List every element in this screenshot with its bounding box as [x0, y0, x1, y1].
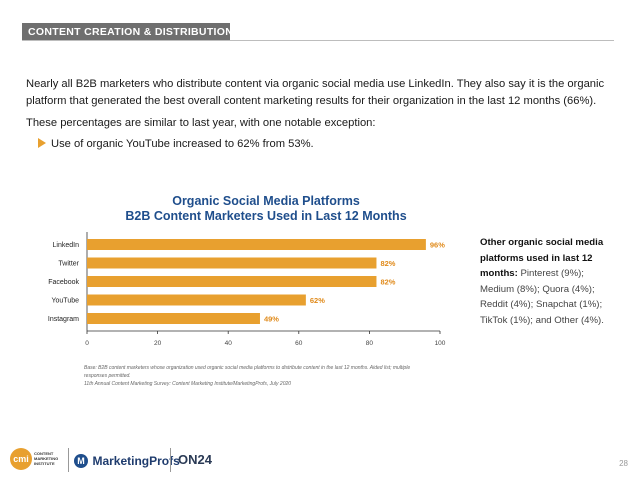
bullet-text: Use of organic YouTube increased to 62% …	[51, 138, 314, 150]
footnote-base: Base: B2B content marketers whose organi…	[84, 365, 411, 379]
logo-divider	[68, 448, 69, 472]
chart-title: Organic Social Media Platforms	[172, 194, 360, 208]
chart-footnote: Base: B2B content marketers whose organi…	[84, 364, 424, 388]
marketingprofs-wordmark: MarketingProfs	[92, 453, 180, 468]
category-label: Instagram	[48, 316, 79, 323]
cmi-wordmark: CONTENT MARKETING INSTITUTE	[34, 451, 59, 466]
exception-paragraph: These percentages are similar to last ye…	[26, 117, 376, 129]
marketingprofs-logo: M MarketingProfs	[74, 452, 180, 470]
chart-subtitle: B2B Content Marketers Used in Last 12 Mo…	[125, 209, 407, 223]
x-tick-label: 20	[154, 340, 162, 347]
bar	[87, 294, 306, 306]
x-tick-label: 100	[435, 340, 446, 347]
bar-value-label: 82%	[380, 259, 395, 268]
header-rule	[22, 40, 614, 41]
cmi-mark-icon: cmi	[10, 448, 32, 470]
on24-logo: ON24	[178, 452, 212, 467]
cmi-logo: cmi CONTENT MARKETING INSTITUTE	[10, 448, 64, 472]
bar	[87, 276, 377, 287]
footnote-source: 11th Annual Content Marketing Survey: Co…	[84, 381, 292, 387]
side-note-heading: Other organic social media platforms use…	[480, 237, 604, 279]
bar	[87, 313, 260, 324]
category-label: YouTube	[51, 298, 79, 305]
category-label: Twitter	[58, 261, 79, 268]
x-tick-label: 60	[295, 340, 303, 347]
bullet-arrow-icon	[38, 138, 46, 148]
side-note-text: Pinterest (9%); Medium (8%); Quora (4%);…	[480, 268, 604, 326]
bar-value-label: 62%	[310, 296, 325, 305]
logo-divider	[170, 448, 171, 472]
bar-value-label: 82%	[380, 278, 395, 287]
bar-value-label: 49%	[264, 315, 279, 324]
intro-paragraph: Nearly all B2B marketers who distribute …	[26, 78, 605, 107]
x-tick-label: 40	[225, 340, 233, 347]
bar	[87, 257, 377, 269]
x-tick-label: 0	[85, 340, 89, 347]
category-label: LinkedIn	[53, 242, 80, 249]
bar-value-label: 96%	[430, 241, 445, 250]
marketingprofs-mark-icon: M	[74, 453, 88, 468]
x-tick-label: 80	[366, 340, 374, 347]
bullet-item: Use of organic YouTube increased to 62% …	[38, 136, 314, 153]
section-header: CONTENT CREATION & DISTRIBUTION	[22, 23, 233, 41]
side-note: Other organic social media platforms use…	[480, 235, 620, 328]
page-number: 28	[619, 459, 628, 468]
bar	[87, 239, 426, 250]
category-label: Facebook	[48, 279, 79, 286]
